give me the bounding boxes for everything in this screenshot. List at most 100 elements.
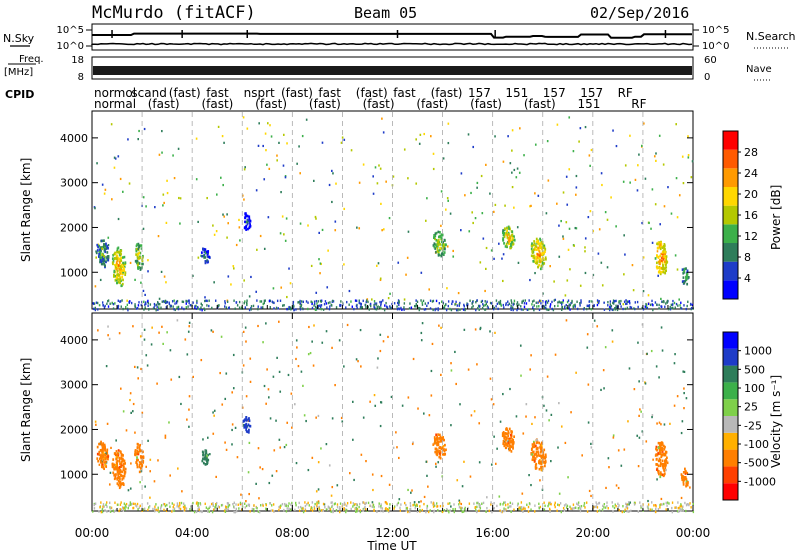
echo-mark: [104, 264, 106, 268]
ground-scatter-mark: [479, 507, 482, 510]
ground-scatter-mark: [458, 304, 460, 307]
echo-mark: [661, 448, 664, 452]
scatter-mark: [534, 192, 536, 195]
ground-scatter-mark: [169, 505, 171, 508]
echo-mark: [508, 242, 510, 246]
ground-scatter-mark: [378, 306, 381, 309]
echo-mark: [506, 229, 508, 233]
ground-scatter-mark: [683, 304, 685, 307]
echo-mark: [533, 459, 536, 463]
ground-scatter-mark: [671, 501, 674, 504]
scatter-mark: [617, 449, 620, 452]
scatter-mark: [276, 356, 278, 359]
echo-mark: [540, 456, 543, 460]
ground-scatter-mark: [533, 304, 535, 307]
scatter-mark: [242, 116, 245, 119]
scatter-mark: [140, 367, 142, 371]
scatter-mark: [212, 432, 215, 435]
echo-mark: [141, 464, 143, 468]
echo-mark: [505, 436, 508, 440]
ground-scatter-mark: [374, 306, 376, 309]
echo-mark: [206, 462, 209, 466]
ground-scatter-mark: [623, 300, 626, 303]
ground-scatter-mark: [177, 305, 180, 309]
ground-scatter-mark: [227, 306, 230, 310]
ground-scatter-mark: [524, 507, 526, 510]
echo-mark: [540, 264, 543, 268]
scatter-mark: [166, 331, 168, 334]
scatter-mark: [624, 253, 626, 256]
echo-mark: [112, 458, 115, 461]
scatter-mark: [474, 217, 477, 220]
echo-mark: [435, 243, 437, 246]
scatter-mark: [321, 228, 324, 232]
ground-scatter-mark: [178, 505, 180, 508]
scatter-mark: [575, 227, 578, 230]
scatter-mark: [426, 474, 428, 477]
ground-scatter-mark: [598, 299, 600, 303]
scatter-mark: [579, 284, 582, 287]
ground-scatter-mark: [176, 306, 178, 309]
ground-scatter-mark: [145, 302, 147, 306]
ground-scatter-mark: [154, 304, 156, 307]
scatter-mark: [143, 328, 146, 331]
echo-mark: [101, 463, 104, 467]
echo-mark: [535, 450, 538, 454]
echo-mark: [656, 242, 658, 246]
echo-mark: [115, 261, 118, 264]
scatter-mark: [212, 330, 214, 333]
echo-mark: [115, 267, 118, 271]
scatter-mark: [352, 438, 354, 441]
cpid-label-top: fast: [318, 86, 341, 100]
ground-scatter-mark: [544, 504, 546, 508]
nsearch-tick-top: 10^5: [702, 25, 729, 36]
scatter-mark: [151, 326, 153, 329]
ground-scatter-mark: [552, 308, 555, 312]
cpid-label-bottom: RF: [631, 97, 646, 111]
scatter-mark: [301, 134, 304, 138]
scatter-mark: [600, 388, 602, 392]
scatter-mark: [655, 152, 657, 155]
ground-scatter-mark: [622, 307, 624, 311]
colorbar-swatch: [723, 224, 738, 243]
scatter-mark: [530, 204, 532, 207]
echo-mark: [101, 254, 104, 258]
ground-scatter-mark: [647, 503, 650, 506]
ground-scatter-mark: [122, 307, 124, 311]
echo-mark: [661, 459, 664, 463]
echo-mark: [654, 257, 657, 260]
ground-scatter-mark: [629, 305, 631, 309]
ground-scatter-mark: [272, 503, 275, 506]
echo-mark: [659, 475, 662, 479]
scatter-mark: [279, 232, 282, 235]
echo-mark: [115, 265, 117, 269]
ground-scatter-mark: [510, 308, 512, 312]
ground-scatter-mark: [307, 301, 309, 304]
scatter-mark: [224, 441, 226, 444]
echo-mark: [120, 482, 122, 486]
ground-scatter-mark: [573, 304, 575, 307]
ground-scatter-mark: [403, 306, 405, 309]
ground-scatter-mark: [301, 507, 303, 510]
ground-scatter-mark: [616, 308, 619, 312]
echo-mark: [661, 446, 664, 450]
scatter-mark: [502, 253, 505, 256]
scatter-mark: [460, 172, 463, 175]
scatter-mark: [376, 182, 379, 185]
scatter-mark: [158, 331, 160, 334]
echo-mark: [656, 266, 659, 270]
ground-scatter-mark: [572, 507, 574, 510]
scatter-mark: [447, 141, 450, 145]
ground-scatter-mark: [457, 308, 459, 312]
echo-mark: [433, 236, 436, 239]
echo-mark: [107, 457, 109, 461]
ground-scatter-mark: [310, 300, 312, 303]
ground-scatter-mark: [639, 501, 641, 504]
echo-mark: [205, 457, 207, 460]
ground-scatter-mark: [629, 302, 631, 305]
scatter-mark: [245, 340, 247, 343]
scatter-mark: [615, 484, 618, 487]
scatter-mark: [95, 256, 98, 259]
ground-scatter-mark: [416, 510, 419, 513]
scatter-mark: [286, 295, 288, 299]
